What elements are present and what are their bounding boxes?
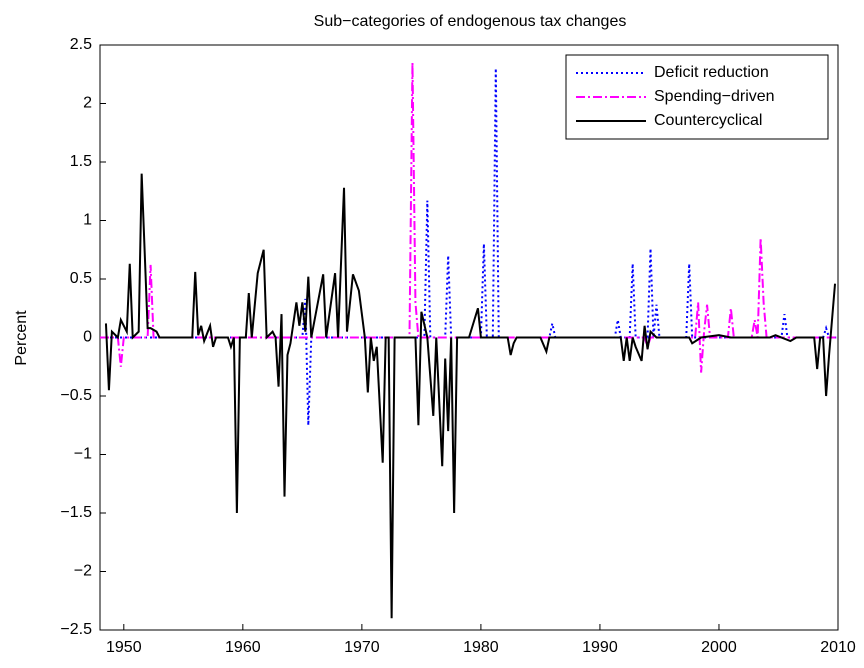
y-tick-label: −1 <box>74 446 92 463</box>
y-axis-label: Percent <box>13 310 30 366</box>
x-tick-label: 1950 <box>106 639 142 656</box>
legend-box <box>565 54 829 140</box>
legend-label: Deficit reduction <box>654 64 769 81</box>
y-tick-label: 0 <box>83 329 92 346</box>
legend-label: Spending−driven <box>654 88 775 105</box>
y-tick-label: −1.5 <box>60 504 92 521</box>
series-line <box>100 62 838 373</box>
y-tick-label: 2 <box>83 95 92 112</box>
x-tick-label: 2010 <box>820 639 856 656</box>
legend-label: Countercyclical <box>654 112 762 129</box>
y-tick-label: 2.5 <box>70 36 92 53</box>
x-tick-label: 1970 <box>344 639 380 656</box>
x-tick-label: 1990 <box>582 639 618 656</box>
y-tick-label: −2.5 <box>60 621 92 638</box>
x-tick-label: 1980 <box>463 639 499 656</box>
y-tick-label: 0.5 <box>70 270 92 287</box>
y-tick-label: −2 <box>74 563 92 580</box>
x-tick-label: 2000 <box>701 639 737 656</box>
y-tick-label: 1 <box>83 212 92 229</box>
series-line <box>104 173 837 619</box>
y-tick-label: 1.5 <box>70 153 92 170</box>
y-tick-label: −0.5 <box>60 387 92 404</box>
x-tick-label: 1960 <box>225 639 261 656</box>
chart-title: Sub−categories of endogenous tax changes <box>314 13 627 30</box>
